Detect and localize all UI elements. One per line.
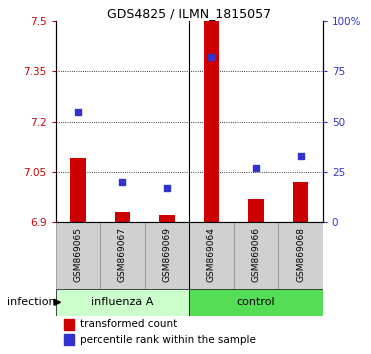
Text: GSM869066: GSM869066 [252,227,260,282]
Text: GSM869064: GSM869064 [207,227,216,282]
Bar [64,319,74,330]
Text: transformed count: transformed count [80,319,177,329]
Point [75,109,81,114]
Text: GSM869067: GSM869067 [118,227,127,282]
Text: infection: infection [7,297,56,307]
Bar [56,222,100,289]
Text: GSM869068: GSM869068 [296,227,305,282]
Bar [64,335,74,346]
Bar [248,199,264,222]
Text: GSM869069: GSM869069 [162,227,171,282]
Bar [70,159,86,222]
Bar [56,289,189,316]
Bar [189,289,323,316]
Text: percentile rank within the sample: percentile rank within the sample [80,335,256,345]
Point [119,179,125,185]
Text: influenza A: influenza A [91,297,154,307]
Bar [234,222,278,289]
Point [164,185,170,191]
Point [298,153,303,159]
Bar [145,222,189,289]
Point [253,165,259,171]
Bar [115,212,130,222]
Text: control: control [237,297,275,307]
Point [209,55,214,60]
Title: GDS4825 / ILMN_1815057: GDS4825 / ILMN_1815057 [107,7,271,20]
Text: GSM869065: GSM869065 [73,227,82,282]
Bar [159,215,175,222]
Bar [204,21,219,222]
Bar [100,222,145,289]
Bar [293,182,308,222]
Bar [189,222,234,289]
Bar [278,222,323,289]
